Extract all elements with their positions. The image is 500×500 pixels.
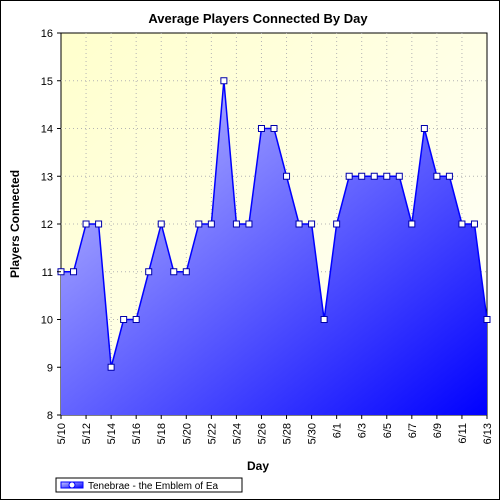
- y-tick-label: 9: [47, 362, 53, 374]
- data-point: [420, 125, 428, 132]
- x-tick-label: 5/10: [56, 423, 68, 444]
- data-point: [320, 316, 328, 323]
- y-tick-label: 10: [41, 315, 53, 327]
- y-tick-label: 12: [41, 219, 53, 231]
- x-tick-label: 5/12: [81, 423, 93, 444]
- data-point: [483, 316, 491, 323]
- data-point: [383, 172, 391, 180]
- data-point: [433, 172, 441, 180]
- data-point: [257, 125, 265, 132]
- x-tick-label: 6/9: [432, 423, 444, 438]
- data-point: [283, 172, 291, 180]
- data-point: [232, 220, 240, 228]
- y-tick-label: 11: [42, 267, 53, 279]
- data-point: [358, 172, 366, 180]
- data-point: [458, 220, 466, 228]
- legend-marker-icon: [68, 481, 76, 489]
- y-tick-label: 13: [41, 171, 53, 183]
- y-tick-label: 14: [41, 124, 53, 136]
- data-point: [82, 220, 90, 228]
- x-axis-label: Day: [247, 459, 269, 473]
- x-tick-label: 5/22: [206, 423, 218, 444]
- data-point: [245, 220, 253, 228]
- data-point: [395, 172, 403, 180]
- y-axis-ticks: 8 9 10 11 12 13 14 15 16: [41, 28, 61, 422]
- x-tick-label: 6/5: [382, 423, 394, 438]
- x-tick-label: 5/14: [106, 423, 118, 444]
- legend-box: [55, 477, 243, 493]
- data-point: [170, 268, 178, 276]
- data-point: [95, 220, 103, 228]
- x-tick-label: 5/30: [307, 423, 319, 444]
- data-point: [145, 268, 153, 276]
- x-tick-label: 5/20: [181, 423, 193, 444]
- data-point: [70, 268, 78, 276]
- y-tick-label: 15: [41, 76, 53, 88]
- data-point: [132, 316, 140, 323]
- data-point: [182, 268, 190, 276]
- data-point: [220, 77, 228, 85]
- data-point: [445, 172, 453, 180]
- data-point: [157, 220, 165, 228]
- x-tick-label: 5/16: [131, 423, 143, 444]
- y-tick-label: 8: [47, 410, 53, 422]
- data-point: [195, 220, 203, 228]
- data-point: [107, 363, 115, 371]
- data-point: [308, 220, 316, 228]
- x-tick-label: 5/18: [156, 423, 168, 444]
- x-tick-label: 5/24: [231, 423, 243, 444]
- x-tick-label: 6/11: [457, 423, 469, 444]
- y-tick-label: 16: [41, 28, 53, 40]
- data-point: [370, 172, 378, 180]
- x-tick-label: 6/1: [332, 423, 344, 438]
- data-point: [470, 220, 478, 228]
- data-point: [207, 220, 215, 228]
- x-tick-label: 6/3: [357, 423, 369, 438]
- series-points: [57, 77, 491, 371]
- x-tick-label: 5/28: [282, 423, 294, 444]
- data-point: [333, 220, 341, 228]
- x-axis-ticks: 5/10 5/12 5/14 5/16 5/18 5/20 5/22 5/24 5/26 5/28…: [56, 415, 494, 444]
- data-point: [120, 316, 128, 323]
- area-fill: [61, 80, 487, 415]
- data-point: [408, 220, 416, 228]
- x-tick-label: 6/13: [482, 423, 494, 444]
- y-axis-label: Players Connected: [8, 170, 22, 278]
- x-tick-label: 6/7: [407, 423, 419, 438]
- legend-series-name: Tenebrae - the Emblem of Ea: [88, 481, 219, 492]
- x-tick-label: 5/26: [256, 423, 268, 444]
- data-point: [345, 172, 353, 180]
- legend: Tenebrae - the Emblem of Ea: [55, 477, 243, 493]
- chart-title: Average Players Connected By Day: [148, 11, 368, 26]
- data-point: [270, 125, 278, 132]
- data-point: [295, 220, 303, 228]
